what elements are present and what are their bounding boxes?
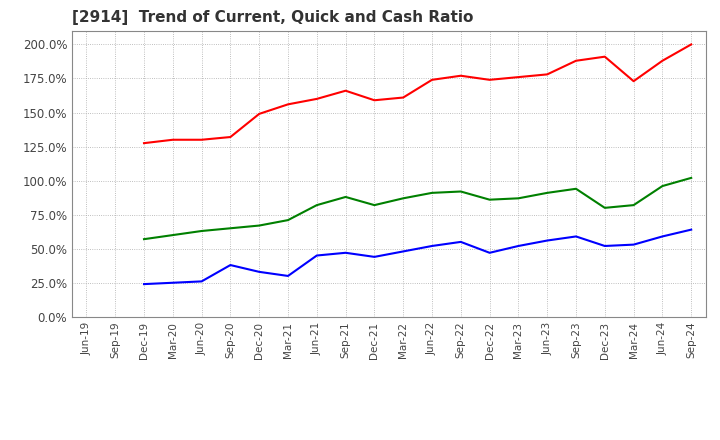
Current Ratio: [658, 58, 667, 63]
Cash Ratio: [168, 280, 177, 286]
Cash Ratio: [197, 279, 206, 284]
Cash Ratio: [514, 243, 523, 249]
Quick Ratio: [543, 190, 552, 195]
Quick Ratio: [485, 197, 494, 202]
Quick Ratio: [456, 189, 465, 194]
Cash Ratio: [428, 243, 436, 249]
Quick Ratio: [399, 196, 408, 201]
Current Ratio: [485, 77, 494, 82]
Current Ratio: [399, 95, 408, 100]
Cash Ratio: [543, 238, 552, 243]
Quick Ratio: [687, 175, 696, 180]
Quick Ratio: [572, 186, 580, 191]
Cash Ratio: [629, 242, 638, 247]
Current Ratio: [687, 42, 696, 47]
Quick Ratio: [658, 183, 667, 189]
Cash Ratio: [341, 250, 350, 256]
Current Ratio: [226, 134, 235, 139]
Cash Ratio: [140, 282, 148, 287]
Line: Quick Ratio: Quick Ratio: [144, 178, 691, 239]
Current Ratio: [629, 79, 638, 84]
Current Ratio: [600, 54, 609, 59]
Current Ratio: [543, 72, 552, 77]
Text: [2914]  Trend of Current, Quick and Cash Ratio: [2914] Trend of Current, Quick and Cash …: [72, 11, 473, 26]
Quick Ratio: [255, 223, 264, 228]
Cash Ratio: [399, 249, 408, 254]
Quick Ratio: [629, 202, 638, 208]
Current Ratio: [284, 102, 292, 107]
Quick Ratio: [140, 237, 148, 242]
Current Ratio: [341, 88, 350, 93]
Current Ratio: [428, 77, 436, 82]
Cash Ratio: [456, 239, 465, 245]
Cash Ratio: [370, 254, 379, 260]
Cash Ratio: [658, 234, 667, 239]
Line: Current Ratio: Current Ratio: [144, 44, 691, 143]
Cash Ratio: [226, 262, 235, 268]
Legend: Current Ratio, Quick Ratio, Cash Ratio: Current Ratio, Quick Ratio, Cash Ratio: [181, 435, 597, 440]
Current Ratio: [572, 58, 580, 63]
Cash Ratio: [572, 234, 580, 239]
Quick Ratio: [600, 205, 609, 210]
Quick Ratio: [428, 190, 436, 195]
Current Ratio: [140, 140, 148, 146]
Current Ratio: [514, 74, 523, 80]
Current Ratio: [456, 73, 465, 78]
Quick Ratio: [370, 202, 379, 208]
Current Ratio: [168, 137, 177, 143]
Current Ratio: [370, 98, 379, 103]
Quick Ratio: [341, 194, 350, 200]
Cash Ratio: [485, 250, 494, 256]
Line: Cash Ratio: Cash Ratio: [144, 230, 691, 284]
Quick Ratio: [284, 217, 292, 223]
Current Ratio: [312, 96, 321, 102]
Quick Ratio: [514, 196, 523, 201]
Cash Ratio: [284, 273, 292, 279]
Cash Ratio: [312, 253, 321, 258]
Current Ratio: [255, 111, 264, 117]
Quick Ratio: [168, 232, 177, 238]
Cash Ratio: [255, 269, 264, 275]
Cash Ratio: [600, 243, 609, 249]
Cash Ratio: [687, 227, 696, 232]
Quick Ratio: [226, 226, 235, 231]
Current Ratio: [197, 137, 206, 143]
Quick Ratio: [312, 202, 321, 208]
Quick Ratio: [197, 228, 206, 234]
